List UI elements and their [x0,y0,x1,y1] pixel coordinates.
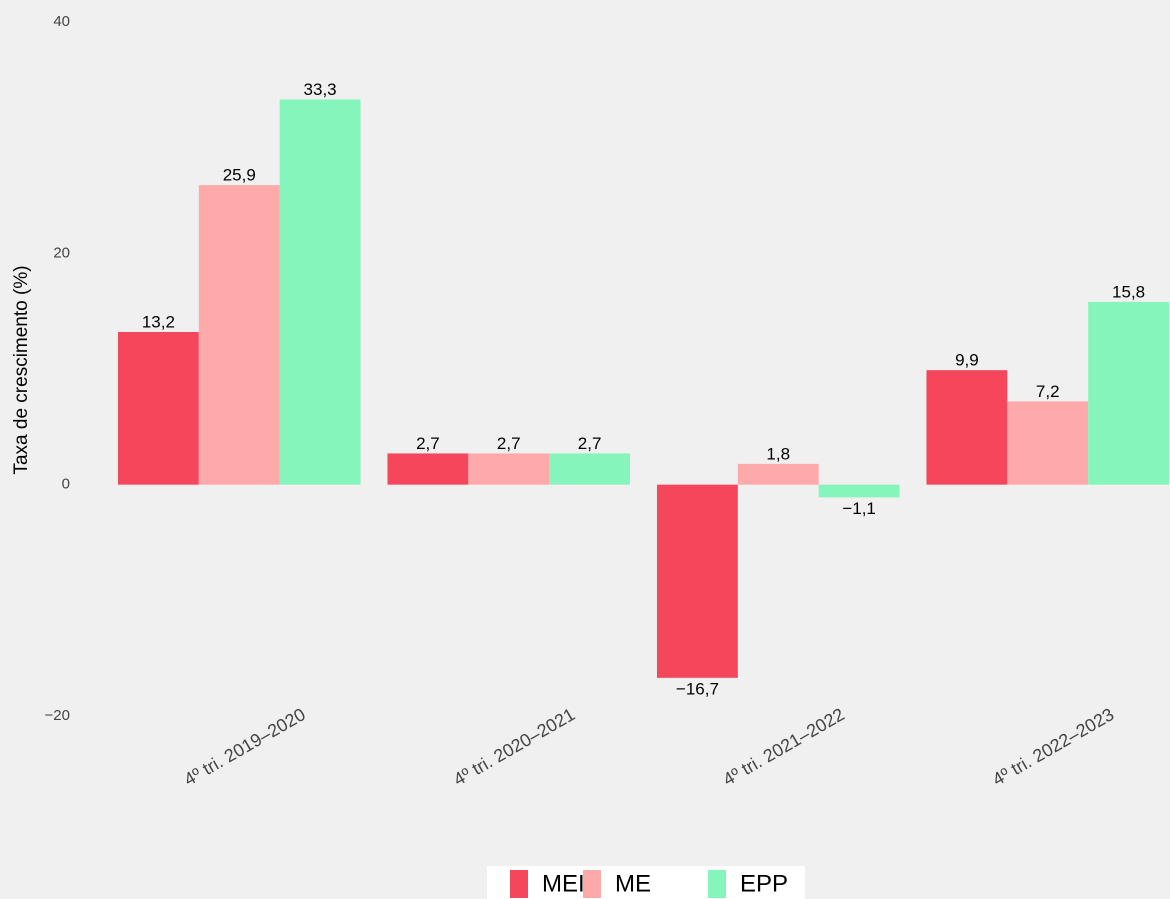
bar [737,463,819,485]
value-label: 13,2 [142,312,175,331]
legend-swatch [708,870,726,898]
value-label: 33,3 [304,80,337,99]
value-label: 2,7 [416,434,440,453]
bar [198,185,280,485]
value-label: 7,2 [1036,382,1060,401]
value-label: 2,7 [497,434,521,453]
y-tick-label: −20 [45,707,70,724]
bar [1088,301,1170,485]
legend-box [487,866,805,899]
value-label: 1,8 [766,444,790,463]
bar [1007,401,1089,485]
legend-label: ME [615,870,651,897]
value-label: −16,7 [676,679,719,698]
bar [387,453,469,485]
bar [818,484,900,498]
bar [117,331,199,485]
x-tick-label: 4º tri. 2021–2022 [719,704,847,790]
y-tick-label: 0 [62,476,70,493]
bar [468,453,550,485]
y-tick-label: 40 [53,13,70,30]
bar [279,99,361,485]
value-label: 15,8 [1112,282,1145,301]
x-tick-label: 4º tri. 2019–2020 [180,704,308,790]
value-label: 25,9 [223,166,256,185]
y-tick-label: 20 [53,244,70,261]
legend-swatch [583,870,601,898]
legend-label: MEI [542,870,585,897]
bar [926,370,1008,485]
x-tick-label: 4º tri. 2022–2023 [989,704,1117,790]
bar [656,484,738,678]
value-label: 2,7 [578,434,602,453]
bar [549,453,631,485]
value-label: 9,9 [955,351,979,370]
legend-label: EPP [740,870,788,897]
legend-swatch [510,870,528,898]
value-label: −1,1 [842,499,876,518]
y-axis-label: Taxa de crescimento (%) [11,265,32,474]
x-tick-label: 4º tri. 2020–2021 [450,704,578,790]
